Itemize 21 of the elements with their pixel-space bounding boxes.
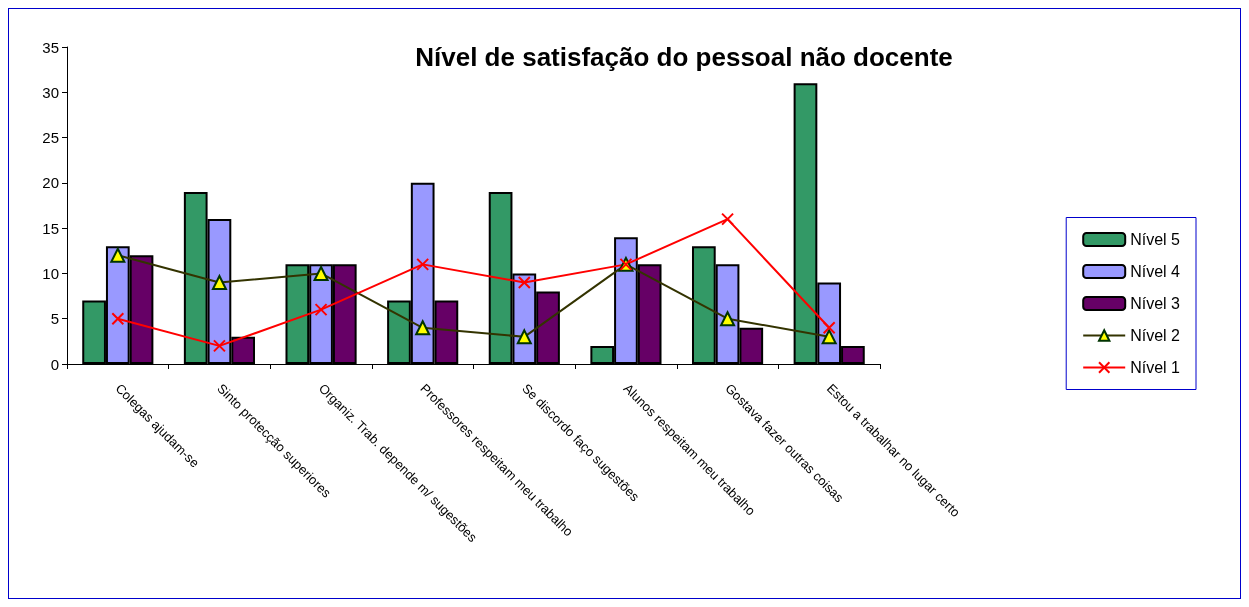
y-tick-label: 10	[42, 264, 59, 282]
y-tick-label: 5	[50, 310, 59, 328]
legend-label: Nível 1	[1130, 359, 1181, 376]
y-tick-label: 20	[42, 174, 59, 192]
chart-title: Nível de satisfação do pessoal não docente	[415, 42, 953, 72]
legend-label: Nível 3	[1130, 295, 1181, 312]
point	[517, 275, 531, 289]
point	[212, 339, 226, 353]
y-tick-label: 25	[42, 129, 59, 147]
point	[111, 312, 125, 326]
point	[314, 303, 328, 317]
legend-label: Nível 5	[1130, 231, 1181, 248]
y-tick-label: 30	[42, 83, 59, 101]
legend-label: Nível 2	[1130, 327, 1181, 344]
point	[416, 257, 430, 271]
y-tick-label: 15	[42, 219, 59, 237]
legend-label: Nível 4	[1130, 263, 1181, 280]
y-tick-label: 35	[42, 38, 59, 56]
y-tick-label: 0	[50, 355, 59, 373]
point	[822, 321, 836, 335]
point	[721, 212, 735, 226]
